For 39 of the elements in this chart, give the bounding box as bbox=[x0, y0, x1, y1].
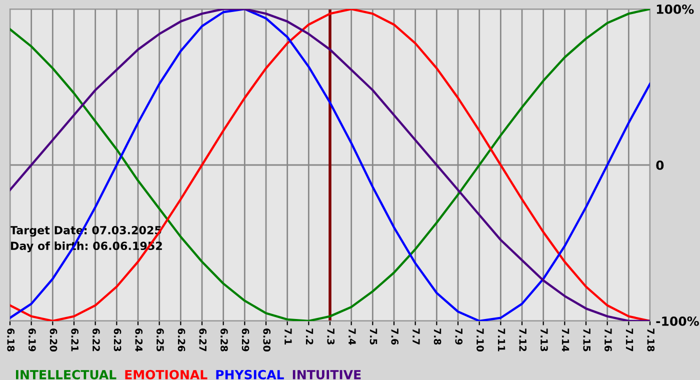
text: EMOTIONAL bbox=[125, 370, 208, 380]
x-tick-label: 7.10 bbox=[476, 328, 484, 352]
x-tick-label: 6.18 bbox=[7, 328, 15, 352]
x-tick-label: 6.29 bbox=[242, 328, 250, 352]
x-tick-label: 7.12 bbox=[519, 328, 527, 352]
y-tick-label: 100% bbox=[656, 4, 694, 14]
x-tick-label: 7.16 bbox=[604, 328, 612, 352]
x-tick-label: 6.21 bbox=[71, 328, 79, 352]
text: INTUITIVE bbox=[292, 370, 361, 380]
x-tick-label: 7.9 bbox=[455, 328, 463, 345]
x-tick-label: 6.27 bbox=[199, 328, 207, 352]
text: PHYSICAL bbox=[216, 370, 284, 380]
x-tick-label: 6.30 bbox=[263, 328, 271, 352]
x-tick-label: 7.8 bbox=[434, 328, 442, 345]
y-tick-label: 0 bbox=[656, 160, 664, 170]
x-tick-label: 7.13 bbox=[540, 328, 548, 352]
text: INTELLECTUAL bbox=[16, 370, 116, 380]
x-tick-label: 7.15 bbox=[583, 328, 590, 352]
x-tick-label: 7.5 bbox=[370, 328, 378, 344]
x-tick-label: 7.6 bbox=[391, 328, 399, 345]
x-tick-label: 7.1 bbox=[284, 328, 292, 344]
x-tick-label: 6.19 bbox=[28, 328, 36, 352]
x-tick-label: 6.24 bbox=[135, 328, 143, 352]
x-tick-label: 6.25 bbox=[156, 328, 164, 352]
x-tick-label: 7.2 bbox=[306, 328, 314, 344]
x-tick-label: 7.18 bbox=[647, 328, 655, 352]
x-tick-label: 6.28 bbox=[220, 328, 228, 352]
x-tick-label: 7.3 bbox=[327, 328, 335, 344]
x-tick-label: 6.26 bbox=[178, 328, 186, 352]
y-tick-label: -100% bbox=[656, 316, 699, 326]
line-series bbox=[10, 9, 650, 321]
x-tick-label: 6.20 bbox=[50, 328, 58, 352]
x-tick-label: 6.22 bbox=[92, 328, 100, 352]
x-tick-label: 7.7 bbox=[412, 328, 420, 344]
x-tick-label: 7.4 bbox=[348, 328, 356, 345]
x-tick-label: 7.11 bbox=[498, 328, 506, 352]
x-tick-label: 6.23 bbox=[114, 328, 122, 352]
x-tick-label: 7.14 bbox=[562, 328, 570, 352]
x-tick-label: 7.17 bbox=[626, 328, 634, 352]
